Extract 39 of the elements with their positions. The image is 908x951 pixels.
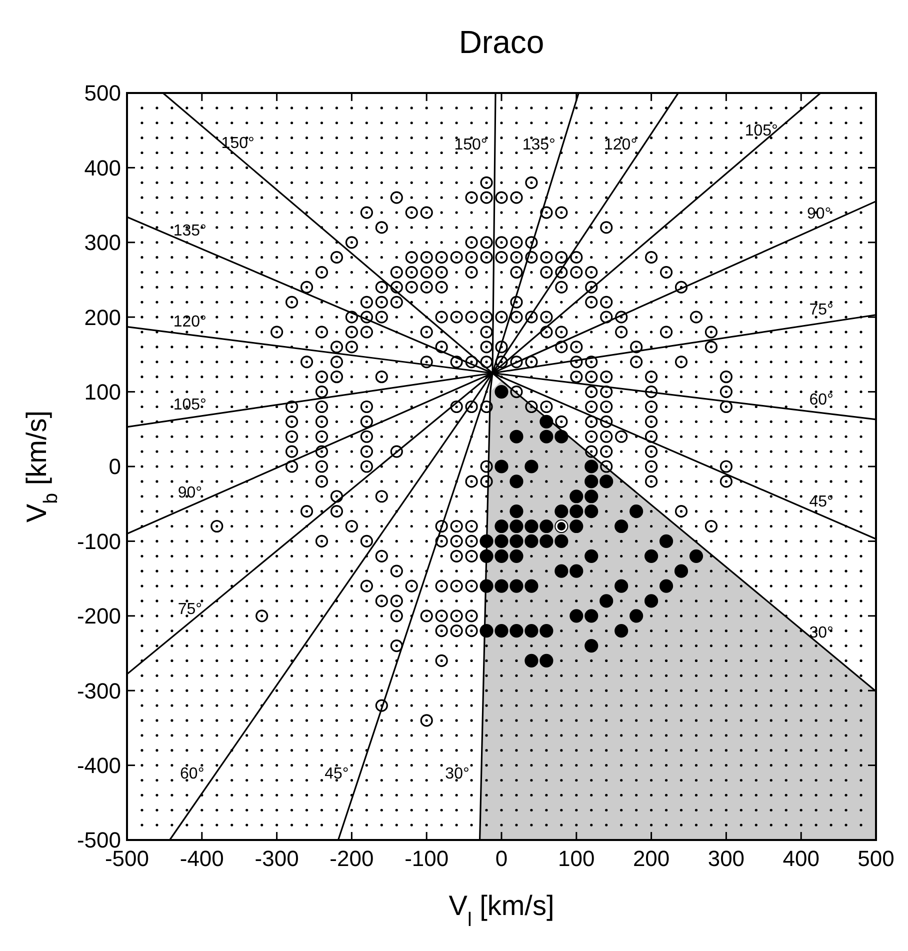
annotation: 45° xyxy=(324,765,349,782)
annotation: 120° xyxy=(604,136,638,154)
annotation: 105° xyxy=(173,396,206,414)
y-tick-label: -200 xyxy=(76,604,121,629)
y-tick-label: -400 xyxy=(76,753,121,778)
x-tick-label: 200 xyxy=(632,846,670,871)
x-tick-label: 100 xyxy=(558,846,595,871)
annotation: 60° xyxy=(809,391,834,408)
y-tick-label: 500 xyxy=(84,80,121,106)
x-tick-label: 0 xyxy=(495,846,508,871)
annotation: 90° xyxy=(806,205,832,222)
annotation: 30° xyxy=(445,765,470,782)
y-tick-label: 0 xyxy=(108,454,121,480)
annotation: 135° xyxy=(522,136,556,154)
annotation: 45° xyxy=(809,494,834,511)
x-tick-label: -400 xyxy=(180,846,224,871)
y-tick-label: 100 xyxy=(84,380,121,404)
y-tick-label: 400 xyxy=(84,155,121,180)
annotation: 30° xyxy=(809,624,834,642)
annotation: 75° xyxy=(178,601,202,618)
annotation: 75° xyxy=(809,302,834,319)
chart-title: Draco xyxy=(458,24,544,60)
y-tick-label: -300 xyxy=(76,678,121,704)
annotation: 105° xyxy=(744,122,778,140)
x-axis-title: V$_{l}$ [km/s] xyxy=(448,890,554,931)
annotation: 135° xyxy=(173,222,206,240)
annotation: 150° xyxy=(454,136,488,154)
y-tick-label: 300 xyxy=(84,230,121,256)
x-tick-label: 500 xyxy=(858,846,894,871)
x-tick-label: -100 xyxy=(404,846,449,871)
y-tick-label: 200 xyxy=(84,304,121,330)
x-tick-label: 300 xyxy=(708,846,745,871)
x-tick-label: 400 xyxy=(782,846,820,871)
x-tick-label: -200 xyxy=(330,846,374,871)
annotation: 90° xyxy=(178,484,202,502)
annotation: 60° xyxy=(180,765,204,782)
annotation: 120° xyxy=(173,314,206,331)
y-tick-label: -100 xyxy=(76,528,121,554)
x-tick-label: -300 xyxy=(254,846,299,871)
